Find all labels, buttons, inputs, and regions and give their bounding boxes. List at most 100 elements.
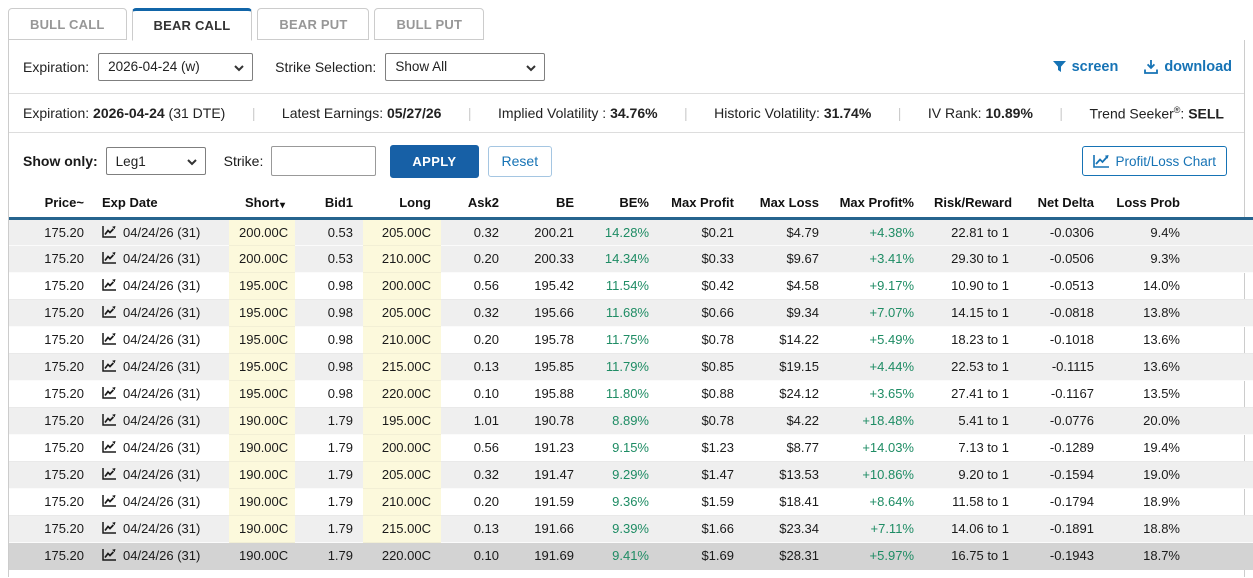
- line-chart-icon[interactable]: [102, 387, 116, 399]
- cell-bid1: 0.98: [295, 353, 363, 381]
- cell-be: 195.85: [509, 353, 584, 381]
- cell-ask2: 0.10: [441, 380, 509, 408]
- table-row[interactable]: 175.20 04/24/26 (31) 190.00C 1.79 200.00C 0.5…: [9, 434, 1253, 462]
- line-chart-icon[interactable]: [102, 441, 116, 453]
- column-header-max-loss[interactable]: Max Loss: [744, 189, 829, 220]
- column-header-max-profit-pct[interactable]: Max Profit%: [829, 189, 924, 220]
- column-header-bid1[interactable]: Bid1: [295, 189, 363, 220]
- cell-net-delta: -0.0818: [1019, 299, 1104, 327]
- column-header-net-delta[interactable]: Net Delta: [1019, 189, 1104, 220]
- column-header-short[interactable]: Short▾: [229, 189, 295, 220]
- table-head: Price~ Exp Date Short▾ Bid1 Long Ask2 BE BE% Max…: [9, 189, 1253, 220]
- stat-historic-volatility-: Historic Volatility: 31.74%: [714, 105, 872, 121]
- cell-exp-date: 04/24/26 (31): [94, 299, 229, 327]
- cell-bid1: 1.79: [295, 515, 363, 543]
- tab-bear-put[interactable]: BEAR PUT: [257, 8, 370, 40]
- cell-exp-date: 04/24/26 (31): [94, 461, 229, 489]
- download-link[interactable]: download: [1144, 59, 1232, 75]
- column-header-be[interactable]: BE: [509, 189, 584, 220]
- table-row[interactable]: 175.20 04/24/26 (31) 200.00C 0.53 210.00C 0.2…: [9, 245, 1253, 273]
- cell-price: 175.20: [9, 407, 94, 435]
- table-row[interactable]: 175.20 04/24/26 (31) 190.00C 1.79 220.00C 0.1…: [9, 542, 1253, 570]
- filter-bar: Show only: Leg1 Strike: APPLY Reset Prof…: [9, 133, 1244, 189]
- cell-short: 190.00C: [229, 488, 295, 516]
- cell-max-profit-pct: +7.07%: [829, 299, 924, 327]
- column-header-max-profit[interactable]: Max Profit: [659, 189, 744, 220]
- cell-long: 205.00C: [363, 218, 441, 246]
- column-header-long[interactable]: Long: [363, 189, 441, 220]
- exp-date-text: 04/24/26 (31): [123, 305, 201, 320]
- cell-be-pct: 8.89%: [584, 407, 659, 435]
- cell-exp-date: 04/24/26 (31): [94, 542, 229, 570]
- expiration-select-value: 2026-04-24 (w): [108, 59, 200, 74]
- line-chart-icon[interactable]: [102, 468, 116, 480]
- cell-long: 200.00C: [363, 434, 441, 462]
- line-chart-icon[interactable]: [102, 414, 116, 426]
- line-chart-icon[interactable]: [102, 495, 116, 507]
- cell-be: 190.78: [509, 407, 584, 435]
- table-row[interactable]: 175.20 04/24/26 (31) 190.00C 1.79 205.00C 0.3…: [9, 461, 1253, 489]
- column-header-risk-reward[interactable]: Risk/Reward: [924, 189, 1019, 220]
- stat-implied-volatility-: Implied Volatility : 34.76%: [498, 105, 658, 121]
- exp-date-text: 04/24/26 (31): [123, 224, 201, 240]
- cell-max-profit-pct: +18.48%: [829, 407, 924, 435]
- strike-input[interactable]: [271, 146, 377, 176]
- cell-risk-reward: 27.41 to 1: [924, 380, 1019, 408]
- column-header-loss-prob[interactable]: Loss Prob: [1104, 189, 1253, 220]
- tab-bull-put[interactable]: BULL PUT: [374, 8, 485, 40]
- cell-max-loss: $4.22: [744, 407, 829, 435]
- line-chart-icon[interactable]: [102, 549, 116, 561]
- column-header-price[interactable]: Price~: [9, 189, 94, 220]
- column-header-be-pct[interactable]: BE%: [584, 189, 659, 220]
- line-chart-icon[interactable]: [102, 522, 116, 534]
- cell-risk-reward: 11.58 to 1: [924, 488, 1019, 516]
- cell-short: 195.00C: [229, 353, 295, 381]
- tab-bull-call[interactable]: BULL CALL: [8, 8, 127, 40]
- cell-net-delta: -0.1594: [1019, 461, 1104, 489]
- show-only-select[interactable]: Leg1: [105, 147, 206, 175]
- table-row[interactable]: 175.20 04/24/26 (31) 190.00C 1.79 195.00C 1.0…: [9, 407, 1253, 435]
- cell-loss-prob: 19.0%: [1104, 461, 1253, 489]
- strike-label: Strike:: [223, 153, 264, 169]
- cell-max-profit-pct: +9.17%: [829, 272, 924, 300]
- cell-short: 190.00C: [229, 542, 295, 570]
- table-row[interactable]: 175.20 04/24/26 (31) 195.00C 0.98 220.00C 0.1…: [9, 380, 1253, 408]
- table-row[interactable]: 175.20 04/24/26 (31) 195.00C 0.98 205.00C 0.3…: [9, 299, 1253, 327]
- table-row[interactable]: 175.20 04/24/26 (31) 195.00C 0.98 215.00C 0.1…: [9, 353, 1253, 381]
- table-row[interactable]: 175.20 04/24/26 (31) 190.00C 1.79 215.00C 0.1…: [9, 515, 1253, 543]
- reset-button[interactable]: Reset: [487, 145, 553, 177]
- strike-selection-select[interactable]: Show All: [385, 52, 546, 81]
- cell-long: 220.00C: [363, 542, 441, 570]
- line-chart-icon[interactable]: [102, 279, 116, 291]
- expiration-label: Expiration:: [23, 58, 90, 75]
- line-chart-icon[interactable]: [102, 333, 116, 345]
- cell-price: 175.20: [9, 272, 94, 300]
- table-row[interactable]: 175.20 04/24/26 (31) 190.00C 1.79 210.00C 0.2…: [9, 488, 1253, 516]
- cell-price: 175.20: [9, 299, 94, 327]
- table-row[interactable]: 175.20 04/24/26 (31) 195.00C 0.98 200.00C 0.5…: [9, 272, 1253, 300]
- line-chart-icon[interactable]: [102, 225, 116, 238]
- line-chart-icon[interactable]: [102, 252, 116, 264]
- line-chart-icon[interactable]: [102, 360, 116, 372]
- table-row[interactable]: 175.20 04/24/26 (31) 195.00C 0.98 210.00C 0.2…: [9, 326, 1253, 354]
- cell-be: 191.66: [509, 515, 584, 543]
- expiration-select[interactable]: 2026-04-24 (w): [98, 52, 254, 81]
- stat-separator: |: [251, 105, 256, 121]
- cell-be-pct: 11.79%: [584, 353, 659, 381]
- line-chart-icon[interactable]: [102, 306, 116, 318]
- cell-risk-reward: 18.23 to 1: [924, 326, 1019, 354]
- cell-net-delta: -0.0776: [1019, 407, 1104, 435]
- exp-date-text: 04/24/26 (31): [123, 440, 201, 455]
- column-header-exp-date[interactable]: Exp Date: [94, 189, 229, 220]
- apply-button[interactable]: APPLY: [390, 144, 479, 178]
- cell-max-profit-pct: +3.41%: [829, 245, 924, 273]
- profit-loss-chart-button[interactable]: Profit/Loss Chart: [1082, 146, 1227, 176]
- cell-bid1: 1.79: [295, 407, 363, 435]
- screen-link[interactable]: screen: [1052, 59, 1118, 75]
- cell-max-loss: $9.67: [744, 245, 829, 273]
- tab-bear-call[interactable]: BEAR CALL: [131, 8, 253, 41]
- column-header-ask2[interactable]: Ask2: [441, 189, 509, 220]
- table-body: 175.20 04/24/26 (31) 200.00C 0.53 205.00C 0.3…: [9, 218, 1253, 570]
- table-row[interactable]: 175.20 04/24/26 (31) 200.00C 0.53 205.00C 0.3…: [9, 218, 1253, 246]
